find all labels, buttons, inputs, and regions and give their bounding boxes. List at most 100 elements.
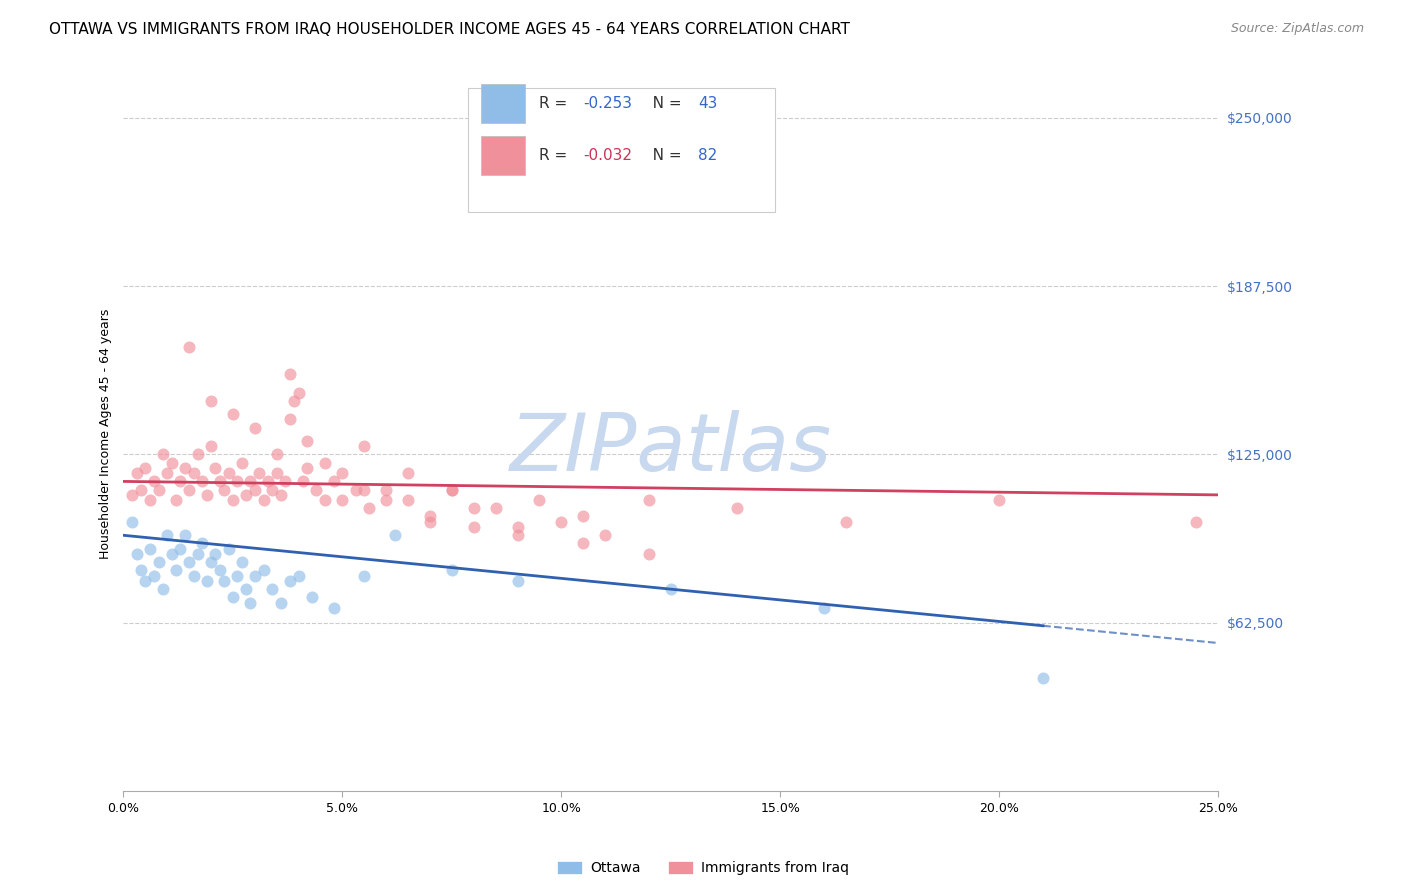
Point [835,515,858,529]
Point [375,483,398,497]
Point [152,448,174,462]
Point [659,582,682,596]
Text: OTTAWA VS IMMIGRANTS FROM IRAQ HOUSEHOLDER INCOME AGES 45 - 64 YEARS CORRELATION: OTTAWA VS IMMIGRANTS FROM IRAQ HOUSEHOLD… [49,22,851,37]
Point [506,520,529,534]
Point [266,467,288,481]
Point [243,568,266,582]
Point [278,412,301,426]
Point [305,483,328,497]
Point [266,448,288,462]
Point [725,501,748,516]
Point [485,501,508,516]
Point [278,367,301,381]
Point [143,568,166,582]
Point [813,601,835,615]
Point [384,528,406,542]
Point [506,528,529,542]
Point [139,541,162,556]
FancyBboxPatch shape [481,84,526,123]
Point [160,547,183,561]
Text: ZIPatlas: ZIPatlas [510,409,832,488]
Y-axis label: Householder Income Ages 45 - 64 years: Householder Income Ages 45 - 64 years [100,310,112,559]
Point [270,488,292,502]
Point [322,475,344,489]
Point [297,434,319,448]
Point [139,493,162,508]
Text: R =: R = [540,96,572,112]
Point [463,501,485,516]
Point [572,509,595,524]
Point [270,596,292,610]
Text: Source: ZipAtlas.com: Source: ZipAtlas.com [1230,22,1364,36]
Point [222,407,245,421]
Point [165,563,187,577]
Text: -0.253: -0.253 [583,96,633,112]
Point [529,493,551,508]
Point [243,483,266,497]
Text: 82: 82 [699,148,717,162]
Point [183,467,205,481]
Point [297,461,319,475]
Point [191,536,214,550]
Point [440,483,463,497]
Point [252,493,274,508]
Point [231,456,253,470]
Point [231,555,253,569]
Point [143,475,166,489]
Point [204,461,226,475]
Point [506,574,529,588]
Text: N =: N = [638,96,686,112]
Point [222,493,245,508]
Point [440,563,463,577]
Point [183,568,205,582]
Point [396,493,419,508]
Point [322,601,344,615]
Point [550,515,572,529]
Point [292,475,315,489]
Text: 43: 43 [699,96,717,112]
Point [200,555,222,569]
Point [212,483,235,497]
Point [148,555,170,569]
Point [134,461,156,475]
Point [218,541,240,556]
Point [187,547,209,561]
Point [419,515,441,529]
Point [195,488,218,502]
Point [165,493,187,508]
Point [332,493,354,508]
Point [173,528,195,542]
Point [301,591,323,605]
Point [218,467,240,481]
Point [235,488,257,502]
Point [195,574,218,588]
Point [274,475,297,489]
Point [179,340,201,354]
Point [638,547,661,561]
Text: N =: N = [638,148,686,162]
Point [247,467,270,481]
Point [638,493,661,508]
Point [988,493,1011,508]
Point [314,456,336,470]
Point [160,456,183,470]
Text: -0.032: -0.032 [583,148,633,162]
Point [332,467,354,481]
Point [222,591,245,605]
Point [208,563,231,577]
Point [463,520,485,534]
Point [262,483,284,497]
Point [226,475,249,489]
Point [572,536,595,550]
Point [262,582,284,596]
Point [187,448,209,462]
Point [353,568,375,582]
Point [257,475,280,489]
Point [191,475,214,489]
Point [235,582,257,596]
Point [1185,515,1208,529]
Point [169,475,191,489]
Point [121,515,143,529]
Point [287,568,309,582]
Point [353,439,375,453]
